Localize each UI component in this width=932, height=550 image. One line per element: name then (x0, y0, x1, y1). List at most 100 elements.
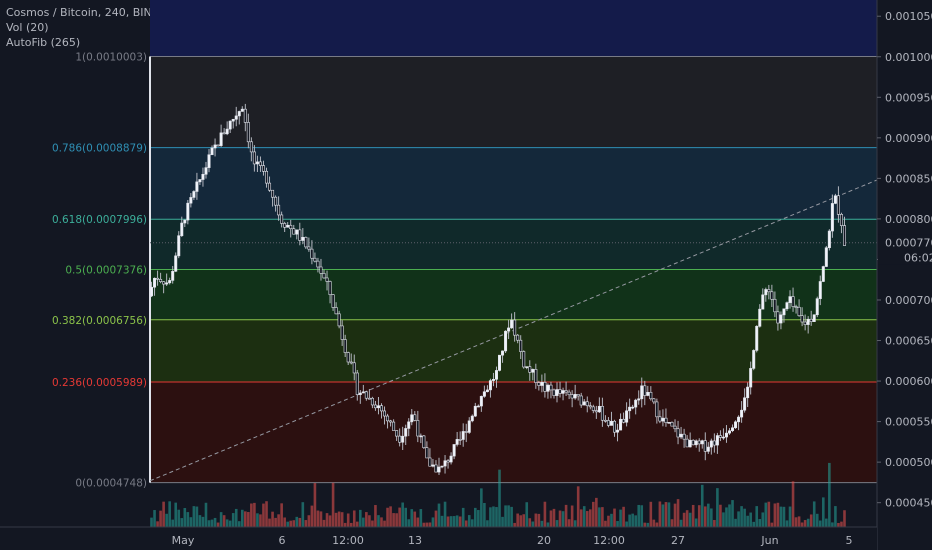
candle-body (655, 401, 659, 418)
autofib-indicator-label[interactable]: AutoFib (265) (6, 36, 81, 49)
candle-body (619, 418, 623, 431)
candle-body (386, 415, 390, 422)
volume-bar (240, 509, 244, 527)
candle-body (183, 219, 187, 224)
candle-body (207, 154, 211, 168)
candle-body (274, 196, 278, 206)
volume-bar (582, 506, 586, 527)
candle-body (770, 291, 774, 300)
symbol-title[interactable]: Cosmos / Bitcoin, 240, BINANCE (6, 6, 183, 19)
volume-bar (767, 501, 771, 527)
volume-bar (434, 510, 438, 527)
candle-body (761, 294, 765, 310)
volume-bar (368, 515, 371, 527)
volume-bar (558, 510, 562, 527)
volume-bar (401, 502, 404, 527)
volume-bar (664, 502, 668, 527)
volume-bar (268, 518, 271, 527)
volume-indicator-label[interactable]: Vol (20) (6, 21, 49, 34)
volume-bar (289, 520, 293, 527)
candle-body (428, 457, 432, 467)
candle-body (785, 302, 789, 310)
volume-bar (652, 519, 656, 527)
time-axis-panel (0, 527, 877, 550)
candle-body (815, 298, 819, 316)
candle-body (640, 385, 644, 400)
candle-body (268, 182, 272, 191)
volume-bar (613, 508, 616, 527)
candle-body (534, 369, 538, 383)
time-tick-label: 12:00 (593, 534, 625, 547)
time-tick-label: 12:00 (332, 534, 364, 547)
candle-body (570, 394, 574, 399)
price-tick-label: 0.0010500 (885, 10, 932, 23)
candle-body (616, 429, 620, 433)
candle-body (177, 235, 181, 257)
candle-body (189, 197, 193, 204)
volume-bar (697, 505, 701, 527)
candle-body (516, 334, 520, 341)
volume-bar (782, 506, 786, 527)
candle-body (383, 410, 387, 417)
candle-body (201, 173, 205, 180)
volume-bar (470, 519, 474, 527)
candle-body (455, 439, 459, 445)
candle-body (540, 382, 544, 386)
volume-bar (449, 516, 453, 527)
candle-body (749, 368, 753, 388)
candle-body (743, 397, 747, 411)
volume-bar (495, 507, 498, 527)
chart-legend: Cosmos / Bitcoin, 240, BINANCE Vol (20) … (6, 5, 182, 50)
candle-body (609, 420, 613, 426)
candle-body (334, 307, 338, 315)
candle-body (425, 447, 429, 459)
volume-bar (579, 509, 583, 527)
candle-body (549, 384, 553, 391)
volume-bar (498, 469, 501, 527)
candle-body (446, 460, 450, 463)
candle-body (225, 128, 229, 135)
volume-bar (231, 513, 235, 527)
candle-body (821, 266, 825, 282)
candle-body (219, 132, 223, 146)
candle-body (222, 132, 226, 135)
volume-bar (259, 514, 262, 527)
candle-body (622, 418, 626, 423)
volume-bar (828, 462, 831, 527)
candle-body (758, 308, 762, 327)
candle-body (440, 465, 444, 468)
volume-bar (770, 522, 774, 527)
volume-bar (301, 502, 305, 527)
volume-bar (389, 506, 392, 527)
candle-body (694, 440, 698, 446)
volume-bar (319, 511, 323, 527)
volume-bar (607, 515, 610, 527)
candle-body (283, 223, 287, 228)
volume-bar (171, 519, 174, 527)
volume-bar (222, 515, 226, 527)
candle-body (228, 120, 232, 130)
volume-bar (195, 506, 199, 527)
candle-body (443, 460, 447, 467)
candle-body (688, 439, 692, 448)
price-tick-label: 0.0006000 (885, 375, 932, 388)
volume-bar (528, 518, 532, 527)
candle-body (658, 416, 662, 422)
candle-body (555, 389, 559, 396)
candle-body (667, 422, 671, 424)
candle-body (349, 361, 353, 364)
volume-bar (507, 505, 510, 527)
volume-bar (201, 516, 205, 527)
volume-bar (310, 505, 314, 527)
candle-body (697, 440, 701, 445)
volume-bar (806, 518, 810, 527)
volume-bar (247, 512, 250, 527)
fib-band-0.5 (150, 269, 877, 320)
volume-bar (776, 502, 780, 527)
candle-body (322, 273, 326, 279)
volume-bar (640, 505, 644, 527)
candle-body (794, 306, 798, 308)
volume-bar (328, 515, 332, 527)
candle-body (600, 405, 604, 421)
